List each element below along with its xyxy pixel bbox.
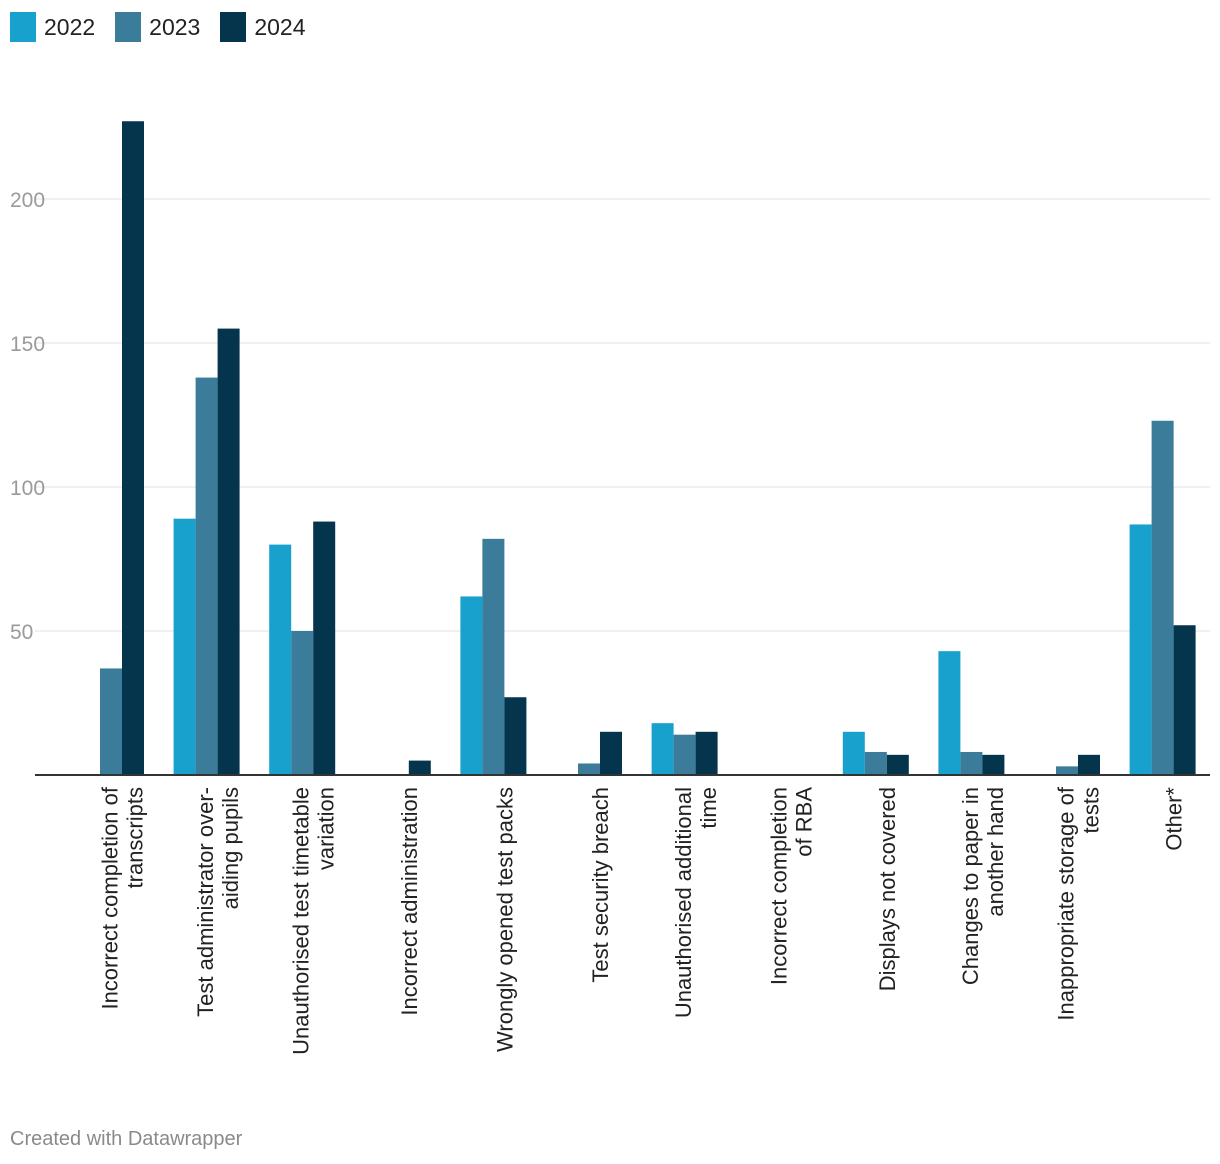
x-tick-label-1-line-1: aiding pupils bbox=[218, 787, 243, 909]
legend-label-2024: 2024 bbox=[254, 13, 306, 40]
x-tick-label-6-line-0: Unauthorised additional bbox=[671, 787, 696, 1018]
x-tick-label-1: Test administrator over-aiding pupils bbox=[193, 787, 243, 1017]
bar-2024-8 bbox=[886, 754, 909, 775]
bar-2024-3 bbox=[408, 760, 431, 775]
bar-2023-1 bbox=[195, 377, 218, 775]
bar-2022-2 bbox=[269, 544, 292, 775]
bar-2023-10 bbox=[1056, 766, 1078, 775]
bar-2023-5 bbox=[578, 763, 600, 775]
x-tick-label-4: Wrongly opened test packs bbox=[492, 787, 517, 1052]
x-tick-label-5-line-0: Test security breach bbox=[588, 787, 613, 983]
legend: 2022 2023 2024 bbox=[10, 12, 326, 42]
legend-item-2022: 2022 bbox=[10, 12, 95, 42]
x-tick-label-7-line-0: Incorrect completion bbox=[767, 787, 792, 985]
x-tick-label-3-line-0: Incorrect administration bbox=[397, 787, 422, 1016]
bar-2022-8 bbox=[842, 731, 865, 775]
x-tick-label-7: Incorrect completionof RBA bbox=[767, 787, 817, 985]
legend-item-2023: 2023 bbox=[115, 12, 200, 42]
bar-2024-1 bbox=[217, 328, 240, 775]
bar-2024-4 bbox=[504, 697, 527, 775]
x-tick-label-3: Incorrect administration bbox=[397, 787, 422, 1016]
bar-2023-0 bbox=[100, 668, 122, 775]
legend-item-2024: 2024 bbox=[220, 12, 306, 42]
x-tick-label-8: Displays not covered bbox=[875, 787, 900, 991]
x-tick-label-8-line-0: Displays not covered bbox=[875, 787, 900, 991]
x-tick-label-9-line-0: Changes to paper in bbox=[958, 787, 983, 985]
x-tick-label-6-line-1: time bbox=[696, 787, 721, 829]
bar-2022-9 bbox=[938, 651, 961, 775]
x-tick-label-2: Unauthorised test timetablevariation bbox=[289, 787, 339, 1055]
bar-2022-6 bbox=[651, 723, 674, 775]
bar-2024-6 bbox=[695, 731, 718, 775]
x-tick-label-7-line-1: of RBA bbox=[792, 787, 817, 857]
bar-2023-9 bbox=[960, 751, 983, 775]
bar-2024-0 bbox=[122, 121, 144, 776]
y-tick-label-100: 100 bbox=[10, 477, 45, 500]
x-tick-label-10-line-0: Inappropriate storage of bbox=[1054, 786, 1079, 1020]
bar-2023-4 bbox=[482, 538, 505, 775]
legend-swatch-2022 bbox=[10, 12, 36, 42]
footer-credit: Created with Datawrapper bbox=[10, 1128, 243, 1150]
bar-2022-1 bbox=[173, 518, 196, 775]
x-tick-label-10: Inappropriate storage oftests bbox=[1054, 786, 1104, 1020]
x-tick-label-2-line-0: Unauthorised test timetable bbox=[289, 787, 314, 1055]
bar-2024-10 bbox=[1078, 754, 1100, 775]
bar-2023-11 bbox=[1151, 420, 1174, 775]
x-tick-label-11-line-0: Other* bbox=[1162, 787, 1187, 851]
bar-2024-11 bbox=[1173, 625, 1196, 775]
x-tick-label-6: Unauthorised additionaltime bbox=[671, 787, 721, 1018]
legend-label-2022: 2022 bbox=[44, 13, 96, 40]
bar-2023-2 bbox=[291, 631, 314, 775]
legend-label-2023: 2023 bbox=[149, 13, 201, 40]
legend-swatch-2024 bbox=[220, 12, 247, 42]
legend-swatch-2023 bbox=[115, 12, 142, 42]
x-tick-label-5: Test security breach bbox=[588, 787, 613, 983]
bar-2023-6 bbox=[673, 734, 696, 775]
bar-2024-5 bbox=[600, 731, 622, 775]
x-tick-label-9-line-1: another hand bbox=[983, 787, 1008, 917]
y-tick-label-200: 200 bbox=[10, 189, 45, 212]
bar-2022-4 bbox=[460, 596, 483, 775]
x-tick-label-0-line-1: transcripts bbox=[123, 787, 148, 888]
x-tick-label-4-line-0: Wrongly opened test packs bbox=[492, 787, 517, 1052]
bar-2022-11 bbox=[1129, 524, 1152, 775]
x-tick-label-1-line-0: Test administrator over- bbox=[193, 787, 218, 1017]
x-tick-label-10-line-1: tests bbox=[1079, 787, 1104, 833]
bar-2023-8 bbox=[864, 751, 887, 775]
y-tick-label-50: 50 bbox=[10, 621, 33, 644]
x-tick-label-11: Other* bbox=[1162, 787, 1187, 851]
bar-2024-9 bbox=[982, 754, 1005, 775]
x-tick-label-9: Changes to paper inanother hand bbox=[958, 787, 1008, 985]
x-tick-label-0-line-0: Incorrect completion of bbox=[98, 786, 123, 1009]
bar-2024-2 bbox=[313, 521, 336, 775]
x-tick-label-0: Incorrect completion oftranscripts bbox=[98, 786, 148, 1009]
x-tick-label-2-line-1: variation bbox=[314, 787, 339, 870]
y-tick-label-150: 150 bbox=[10, 333, 45, 356]
